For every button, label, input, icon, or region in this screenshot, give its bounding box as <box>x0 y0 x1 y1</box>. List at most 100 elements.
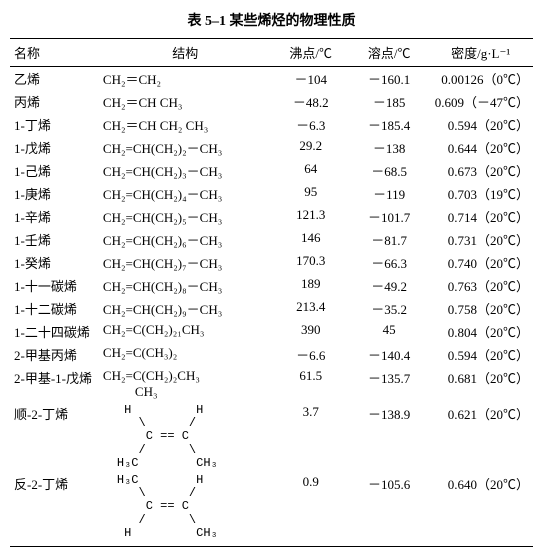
table-row: 2-甲基-1-戊烯CH₂=C(CH₂)₂CH₃CH₃61.5－135.70.68… <box>10 366 533 402</box>
cell-structure: CH₂=CH(CH₂)₆－CH₃ <box>99 228 272 251</box>
header-structure: 结构 <box>99 39 272 67</box>
table-row: 1-壬烯CH₂=CH(CH₂)₆－CH₃146－81.70.731（20℃） <box>10 228 533 251</box>
structure-line-2: CH₃ <box>103 384 268 400</box>
cell-bp: －104 <box>271 67 349 91</box>
cell-mp: －138 <box>350 136 428 159</box>
cell-bp: 170.3 <box>271 251 349 274</box>
table-row: 2-甲基丙烯CH₂=C(CH₃)₂－6.6－140.40.594（20℃） <box>10 343 533 366</box>
cell-name: 1-辛烯 <box>10 205 99 228</box>
structure-line: CH₂=C(CH₃)₂ <box>103 345 268 361</box>
cell-bp: 61.5 <box>271 366 349 402</box>
cell-mp: －140.4 <box>350 343 428 366</box>
cell-name: 1-壬烯 <box>10 228 99 251</box>
structure-line: CH₂＝CH CH₂ CH₃ <box>103 115 268 134</box>
cell-mp: －185 <box>350 90 428 113</box>
cell-density: 0.594（20℃） <box>428 343 533 366</box>
table-row: 1-戊烯CH₂=CH(CH₂)₂－CH₃29.2－1380.644（20℃） <box>10 136 533 159</box>
cell-name: 1-己烯 <box>10 159 99 182</box>
cell-bp: 64 <box>271 159 349 182</box>
table-row: 1-癸烯CH₂=CH(CH₂)₇－CH₃170.3－66.30.740（20℃） <box>10 251 533 274</box>
cell-density: 0.609（－47℃） <box>428 90 533 113</box>
cell-mp: －49.2 <box>350 274 428 297</box>
cell-name: 1-十二碳烯 <box>10 297 99 320</box>
cell-density: 0.640（20℃） <box>428 472 533 546</box>
cell-structure: CH₂=CH(CH₂)₅－CH₃ <box>99 205 272 228</box>
cell-mp: －160.1 <box>350 67 428 91</box>
cell-density: 0.714（20℃） <box>428 205 533 228</box>
cell-density: 0.731（20℃） <box>428 228 533 251</box>
cell-mp: －68.5 <box>350 159 428 182</box>
cell-mp: －35.2 <box>350 297 428 320</box>
structure-line: CH₂=CH(CH₂)₈－CH₃ <box>103 276 268 295</box>
cell-name: 2-甲基-1-戊烯 <box>10 366 99 402</box>
cell-bp: 95 <box>271 182 349 205</box>
cell-structure: CH₂=C(CH₂)₂CH₃CH₃ <box>99 366 272 402</box>
cell-mp: －105.6 <box>350 472 428 546</box>
structure-line: CH₂=CH(CH₂)₄－CH₃ <box>103 184 268 203</box>
cell-mp: －66.3 <box>350 251 428 274</box>
table-row: 1-十一碳烯CH₂=CH(CH₂)₈－CH₃189－49.20.763（20℃） <box>10 274 533 297</box>
cell-mp: 45 <box>350 320 428 343</box>
cell-structure: CH₂=C(CH₂)₂₁CH₃ <box>99 320 272 343</box>
cell-structure: CH₂=CH(CH₂)₃－CH₃ <box>99 159 272 182</box>
table-row: 反-2-丁烯H₃C H \ / C == C / \ H CH₃0.9－105.… <box>10 472 533 546</box>
table-row: 顺-2-丁烯 H H \ / C == C / \ H₃C CH₃3.7－138… <box>10 402 533 472</box>
cell-name: 2-甲基丙烯 <box>10 343 99 366</box>
cell-bp: 121.3 <box>271 205 349 228</box>
cell-bp: 390 <box>271 320 349 343</box>
cell-structure: CH₂＝CH₂ <box>99 67 272 91</box>
cell-bp: 213.4 <box>271 297 349 320</box>
cell-structure: CH₂=CH(CH₂)₇－CH₃ <box>99 251 272 274</box>
cell-mp: －119 <box>350 182 428 205</box>
table-row: 1-辛烯CH₂=CH(CH₂)₅－CH₃121.3－101.70.714（20℃… <box>10 205 533 228</box>
cell-density: 0.644（20℃） <box>428 136 533 159</box>
cell-structure: CH₂=C(CH₃)₂ <box>99 343 272 366</box>
table-row: 1-十二碳烯CH₂=CH(CH₂)₉－CH₃213.4－35.20.758（20… <box>10 297 533 320</box>
structure-line: CH₂=CH(CH₂)₉－CH₃ <box>103 299 268 318</box>
structure-diagram: H H \ / C == C / \ H₃C CH₃ <box>103 404 268 470</box>
cell-density: 0.763（20℃） <box>428 274 533 297</box>
table-row: 丙烯CH₂＝CH CH₃－48.2－1850.609（－47℃） <box>10 90 533 113</box>
table-title: 表 5–1 某些烯烃的物理性质 <box>10 10 533 30</box>
properties-table: 名称 结构 沸点/℃ 溶点/℃ 密度/g·L⁻¹ 乙烯CH₂＝CH₂－104－1… <box>10 38 533 547</box>
header-bp: 沸点/℃ <box>271 39 349 67</box>
cell-density: 0.681（20℃） <box>428 366 533 402</box>
structure-line: CH₂=CH(CH₂)₇－CH₃ <box>103 253 268 272</box>
structure-diagram: H₃C H \ / C == C / \ H CH₃ <box>103 474 268 540</box>
cell-bp: 29.2 <box>271 136 349 159</box>
table-row: 1-丁烯CH₂＝CH CH₂ CH₃－6.3－185.40.594（20℃） <box>10 113 533 136</box>
cell-bp: 3.7 <box>271 402 349 472</box>
structure-line: CH₂＝CH₂ <box>103 69 268 88</box>
cell-structure: CH₂=CH(CH₂)₈－CH₃ <box>99 274 272 297</box>
structure-line: CH₂=CH(CH₂)₅－CH₃ <box>103 207 268 226</box>
cell-structure: H₃C H \ / C == C / \ H CH₃ <box>99 472 272 546</box>
cell-bp: －48.2 <box>271 90 349 113</box>
cell-name: 顺-2-丁烯 <box>10 402 99 472</box>
header-name: 名称 <box>10 39 99 67</box>
cell-bp: 146 <box>271 228 349 251</box>
table-row: 乙烯CH₂＝CH₂－104－160.10.00126（0℃） <box>10 67 533 91</box>
cell-density: 0.758（20℃） <box>428 297 533 320</box>
cell-density: 0.594（20℃） <box>428 113 533 136</box>
cell-mp: －135.7 <box>350 366 428 402</box>
cell-density: 0.804（20℃） <box>428 320 533 343</box>
cell-name: 反-2-丁烯 <box>10 472 99 546</box>
cell-density: 0.703（19℃） <box>428 182 533 205</box>
cell-density: 0.740（20℃） <box>428 251 533 274</box>
cell-density: 0.621（20℃） <box>428 402 533 472</box>
cell-mp: －101.7 <box>350 205 428 228</box>
structure-line: CH₂=C(CH₂)₂CH₃ <box>103 368 268 384</box>
structure-line: CH₂=CH(CH₂)₆－CH₃ <box>103 230 268 249</box>
header-mp: 溶点/℃ <box>350 39 428 67</box>
cell-mp: －138.9 <box>350 402 428 472</box>
cell-name: 1-十一碳烯 <box>10 274 99 297</box>
cell-structure: CH₂＝CH CH₃ <box>99 90 272 113</box>
structure-line: CH₂＝CH CH₃ <box>103 92 268 111</box>
table-row: 1-己烯CH₂=CH(CH₂)₃－CH₃64－68.50.673（20℃） <box>10 159 533 182</box>
cell-bp: －6.6 <box>271 343 349 366</box>
header-density: 密度/g·L⁻¹ <box>428 39 533 67</box>
cell-density: 0.00126（0℃） <box>428 67 533 91</box>
cell-name: 1-癸烯 <box>10 251 99 274</box>
cell-density: 0.673（20℃） <box>428 159 533 182</box>
cell-name: 1-二十四碳烯 <box>10 320 99 343</box>
